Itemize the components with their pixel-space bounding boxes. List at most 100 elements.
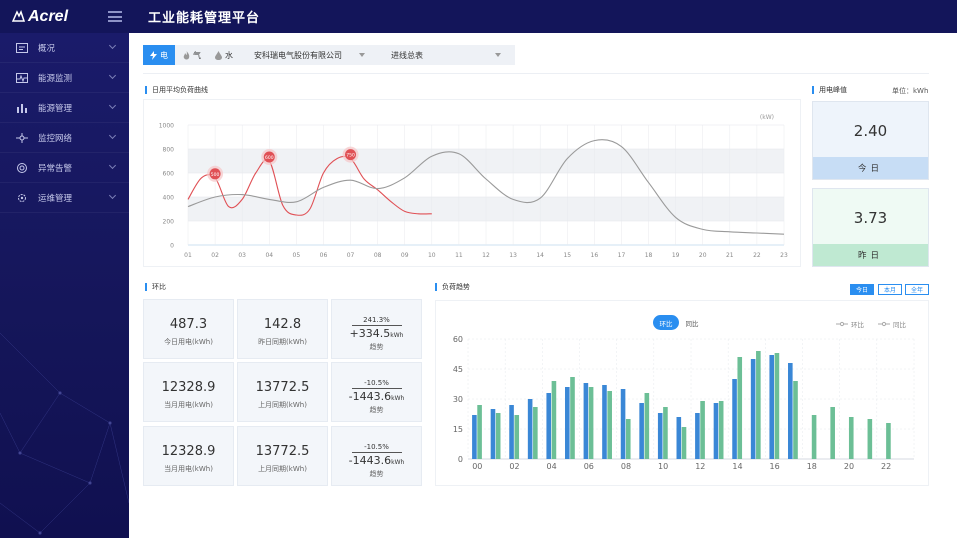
app-logo[interactable]: Acrel <box>0 8 128 26</box>
peak-yesterday-value: 3.73 <box>853 209 888 227</box>
y-unit-label: (kW) <box>760 114 774 121</box>
month-usage-value: 12328.9 <box>161 380 216 395</box>
bar-yoy <box>644 393 650 459</box>
bar-mom <box>769 355 775 459</box>
peak-unit: 单位：kWh <box>892 87 929 95</box>
month-usage-label: 当月用电(kWh) <box>164 401 213 409</box>
bar-yoy <box>793 381 798 459</box>
y-tick-label: 1000 <box>159 123 174 130</box>
sidebar-item-label: 能源管理 <box>38 103 73 114</box>
x-tick-label: 07 <box>347 252 355 259</box>
tab-water[interactable]: 水 <box>209 45 239 65</box>
meter-select[interactable]: 进线总表 <box>381 45 515 65</box>
peak-marker-label: 600 <box>265 155 274 161</box>
logo-mark-icon <box>12 10 25 22</box>
bar-yoy <box>718 401 724 459</box>
yesterday-usage-label: 昨日同期(kWh) <box>258 338 307 346</box>
sidebar-item-alarms[interactable]: 异常告警 <box>0 153 129 183</box>
x-tick-label: 19 <box>672 252 680 259</box>
bar-yoy <box>551 381 557 459</box>
x-tick-label: 11 <box>455 252 463 259</box>
x-tick-label: 18 <box>807 462 817 471</box>
bar-yoy <box>830 407 835 459</box>
bar-mom <box>509 405 514 459</box>
sidebar-item-maintenance[interactable]: 运维管理 <box>0 183 129 213</box>
tab-label: 电 <box>160 50 168 60</box>
bar-mom <box>602 385 607 459</box>
bar-mom <box>490 409 496 459</box>
x-tick-label: 06 <box>584 462 594 471</box>
trend-delta-value: -1443.6 <box>348 390 392 403</box>
bar-yoy <box>588 387 594 459</box>
dropdown-arrow-icon <box>359 53 365 57</box>
sidebar-item-label: 概况 <box>38 43 56 54</box>
month-usage-card-2: 12328.9 当月用电(kWh) <box>143 426 234 486</box>
chevron-down-icon <box>108 101 117 110</box>
sidebar: 概况 能源监测 能源管理 监控网络 异常告警 运维管理 <box>0 33 129 538</box>
x-tick-label: 00 <box>472 462 482 471</box>
sidebar-item-overview[interactable]: 概况 <box>0 33 129 63</box>
trend-percent: -10.5% <box>351 443 402 453</box>
chevron-down-icon <box>108 161 117 170</box>
company-select[interactable]: 安科瑞电气股份有限公司 <box>239 45 381 65</box>
network-background-graphic <box>0 332 129 535</box>
daily-curve-panel: 0 200 400 600 800 1000 01 02 03 04 05 06 07 08 09 10 11 1… <box>143 99 801 267</box>
meter-select-value: 进线总表 <box>391 50 423 60</box>
y-tick-label: 400 <box>163 195 175 202</box>
yesterday-usage-card: 142.8 昨日同期(kWh) <box>237 299 328 359</box>
daily-curve-title: 日用平均负荷曲线 <box>145 86 208 94</box>
menu-toggle-icon[interactable] <box>108 11 122 22</box>
x-tick-label: 09 <box>401 252 409 259</box>
monitor-icon <box>16 72 28 83</box>
last-month-usage-card: 13772.5 上月同期(kWh) <box>237 362 328 422</box>
network-icon <box>16 132 28 143</box>
series-line-1 <box>187 139 785 235</box>
bar-yoy <box>756 351 761 459</box>
sidebar-item-label: 运维管理 <box>38 193 73 204</box>
legend-mom-label: 环比 <box>851 321 864 329</box>
period-year-button[interactable]: 全年 <box>905 284 929 295</box>
sidebar-item-energy-management[interactable]: 能源管理 <box>0 93 129 123</box>
chevron-down-icon <box>108 71 117 80</box>
trend-label: 趋势 <box>369 343 384 351</box>
peak-marker <box>345 149 357 161</box>
x-tick-label: 20 <box>844 462 854 471</box>
bar-yoy <box>477 405 482 459</box>
app-title: 工业能耗管理平台 <box>148 11 261 26</box>
x-tick-label: 02 <box>211 252 219 259</box>
toggle-mom-button[interactable]: 环比 <box>653 315 679 330</box>
toggle-yoy-button[interactable]: 同比 <box>685 319 699 328</box>
sidebar-item-label: 监控网络 <box>38 133 73 144</box>
tab-electricity[interactable]: 电 <box>143 45 175 65</box>
bar-yoy <box>570 377 575 459</box>
bar-yoy <box>867 419 873 459</box>
last-month-usage-card-2: 13772.5 上月同期(kWh) <box>237 426 328 486</box>
x-tick-label: 16 <box>591 252 599 259</box>
last-month-usage-value: 13772.5 <box>255 444 310 459</box>
x-tick-label: 21 <box>726 252 734 259</box>
month-trend-card-2: -10.5% -1443.6kWh 趋势 <box>331 426 422 486</box>
tab-gas[interactable]: 气 <box>175 45 209 65</box>
x-tick-label: 04 <box>547 462 557 471</box>
bar-mom <box>639 403 644 459</box>
maintenance-icon <box>16 193 28 203</box>
chevron-down-icon <box>108 131 117 140</box>
x-tick-label: 10 <box>658 462 668 471</box>
period-today-button[interactable]: 今日 <box>850 284 874 295</box>
sidebar-item-energy-monitoring[interactable]: 能源监测 <box>0 63 129 93</box>
logo-text: Acrel <box>28 7 69 25</box>
sidebar-item-monitoring-network[interactable]: 监控网络 <box>0 123 129 153</box>
tab-label: 气 <box>193 50 201 60</box>
trend-label: 趋势 <box>369 470 384 478</box>
period-month-button[interactable]: 本月 <box>878 284 902 295</box>
x-tick-label: 06 <box>320 252 328 259</box>
y-tick-label: 800 <box>163 147 175 154</box>
bar-yoy <box>811 415 817 459</box>
bar-mom <box>620 389 626 459</box>
bar-yoy <box>681 427 687 459</box>
legend-yoy-label: 同比 <box>893 321 906 329</box>
bar-mom <box>695 413 700 459</box>
lightning-icon <box>150 50 157 60</box>
trend-delta: -1443.6kWh <box>332 390 421 403</box>
legend-mom: 环比 <box>836 319 864 329</box>
